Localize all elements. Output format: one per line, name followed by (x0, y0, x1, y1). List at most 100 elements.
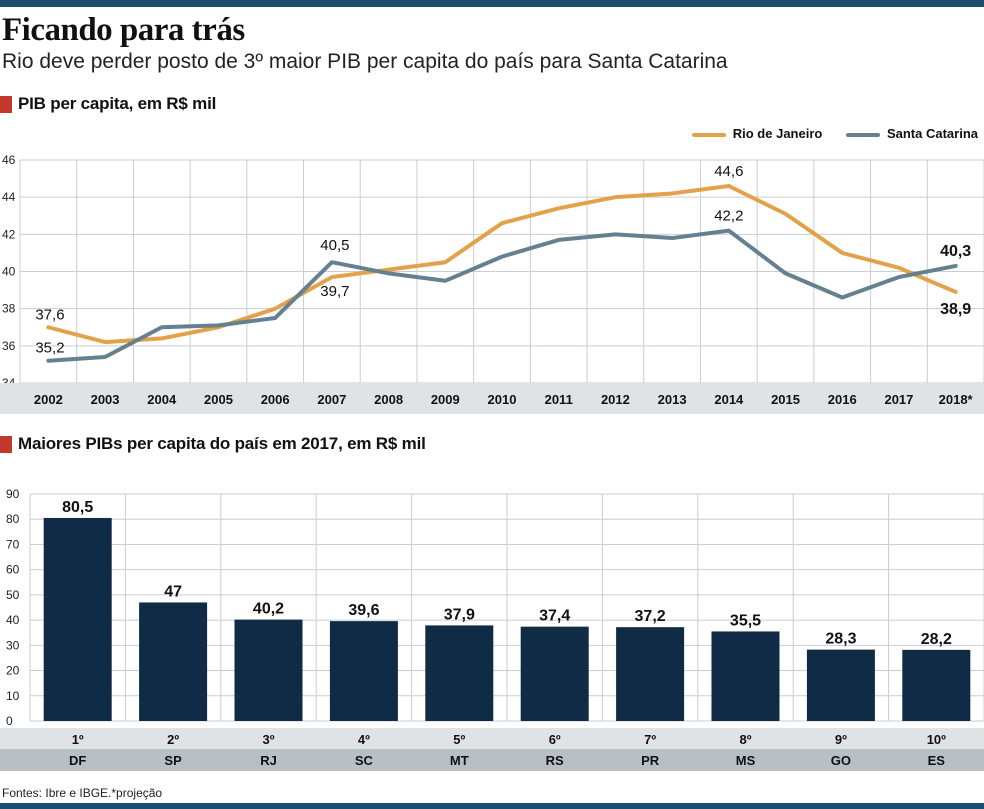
y-tick-label: 10 (6, 689, 20, 703)
data-label: 39,7 (320, 283, 349, 300)
bar (43, 517, 112, 721)
category-label: DF (69, 753, 86, 768)
bar-value-label: 47 (164, 583, 182, 600)
rank-band (0, 728, 984, 749)
y-tick-label: 46 (2, 153, 16, 167)
bar-value-label: 37,2 (635, 608, 666, 625)
category-label: MS (736, 753, 756, 768)
line-chart: 3436384042444620022003200420052006200720… (0, 153, 984, 414)
data-label: 42,2 (714, 208, 743, 225)
top-rule (0, 0, 984, 7)
x-tick-label: 2004 (147, 392, 177, 407)
bar-value-label: 28,2 (921, 631, 952, 648)
x-tick-label: 2015 (771, 392, 800, 407)
bar (425, 625, 494, 721)
page-title: Ficando para trás (2, 12, 245, 48)
bar (616, 627, 685, 721)
category-label: SP (164, 753, 182, 768)
data-label: 35,2 (35, 340, 64, 357)
data-label: 38,9 (940, 301, 971, 318)
bar-value-label: 37,9 (444, 606, 475, 623)
y-tick-label: 0 (6, 714, 13, 728)
y-tick-label: 20 (6, 664, 20, 678)
legend-item-rio: Rio de Janeiro (691, 126, 823, 141)
rank-label: 4º (358, 732, 370, 747)
x-tick-label: 2003 (91, 392, 120, 407)
bar (902, 649, 971, 721)
series-line-santa-catarina (46, 228, 958, 363)
bar (806, 649, 875, 721)
series-line-rio-de-janeiro (46, 184, 958, 345)
state-band (0, 749, 984, 771)
x-tick-label: 2007 (317, 392, 346, 407)
y-tick-label: 30 (6, 638, 20, 652)
x-tick-label: 2016 (828, 392, 857, 407)
x-tick-label: 2010 (488, 392, 517, 407)
y-tick-label: 38 (2, 302, 16, 316)
x-tick-label: 2008 (374, 392, 403, 407)
rank-label: 3º (263, 732, 275, 747)
x-tick-label: 2005 (204, 392, 233, 407)
y-tick-label: 90 (6, 487, 20, 501)
x-tick-label: 2011 (545, 392, 573, 407)
rank-label: 8º (740, 732, 752, 747)
y-tick-label: 60 (6, 563, 20, 577)
bar (711, 631, 780, 721)
bar-value-label: 35,5 (730, 612, 761, 629)
category-label: MT (450, 753, 469, 768)
y-tick-label: 44 (2, 190, 16, 204)
rank-label: 9º (835, 732, 847, 747)
data-label: 40,3 (940, 243, 971, 260)
bar-chart-heading: Maiores PIBs per capita do país em 2017,… (0, 434, 426, 458)
bar (520, 626, 589, 721)
y-tick-label: 42 (2, 227, 16, 241)
y-tick-label: 40 (6, 613, 20, 627)
line-chart-title: PIB per capita, em R$ mil (18, 94, 217, 113)
rank-label: 2º (167, 732, 179, 747)
rank-label: 10º (927, 732, 946, 747)
bar-value-label: 39,6 (348, 602, 379, 619)
category-label: PR (641, 753, 660, 768)
x-tick-label: 2018* (939, 392, 974, 407)
bar (329, 621, 398, 721)
legend-item-sc: Santa Catarina (845, 126, 978, 141)
source-note: Fontes: Ibre e IBGE.*projeção (2, 786, 163, 800)
bottom-rule (0, 803, 984, 809)
page-subtitle: Rio deve perder posto de 3º maior PIB pe… (2, 50, 728, 73)
x-tick-label: 2014 (714, 392, 744, 407)
rank-label: 7º (644, 732, 656, 747)
data-label: 40,5 (320, 237, 349, 254)
category-label: ES (928, 753, 946, 768)
category-label: RJ (260, 753, 277, 768)
data-label: 44,6 (714, 163, 743, 180)
x-tick-label: 2012 (601, 392, 630, 407)
section-marker-icon (0, 95, 12, 113)
x-tick-label: 2009 (431, 392, 460, 407)
x-tick-label: 2006 (261, 392, 290, 407)
x-axis-band (0, 383, 984, 414)
bar-chart: 0 10 20 30 40 50 60 70 80 90 80,5 47 40,2 39,6 37,9 37,… (0, 487, 984, 771)
category-label: GO (831, 753, 851, 768)
bar-value-label: 37,4 (539, 608, 570, 625)
bar-value-label: 28,3 (825, 631, 856, 648)
y-tick-label: 40 (2, 265, 16, 279)
category-label: RS (546, 753, 564, 768)
legend-label-rio: Rio de Janeiro (732, 126, 823, 141)
y-tick-label: 36 (2, 339, 16, 353)
line-chart-legend: Rio de Janeiro Santa Catarina (672, 126, 978, 141)
legend-swatch-rio (691, 132, 726, 137)
x-tick-label: 2017 (884, 392, 913, 407)
legend-swatch-sc (845, 132, 880, 137)
rank-label: 6º (549, 732, 561, 747)
legend-label-sc: Santa Catarina (886, 126, 978, 141)
bar (139, 602, 208, 721)
category-label: SC (355, 753, 374, 768)
bar-chart-title: Maiores PIBs per capita do país em 2017,… (18, 434, 426, 453)
bar (234, 619, 303, 721)
rank-label: 1º (72, 732, 84, 747)
section-marker-icon (0, 435, 12, 453)
y-tick-label: 50 (6, 588, 20, 602)
bar-value-label: 40,2 (253, 601, 284, 618)
y-tick-label: 70 (6, 537, 20, 551)
bar-value-label: 80,5 (62, 499, 93, 516)
